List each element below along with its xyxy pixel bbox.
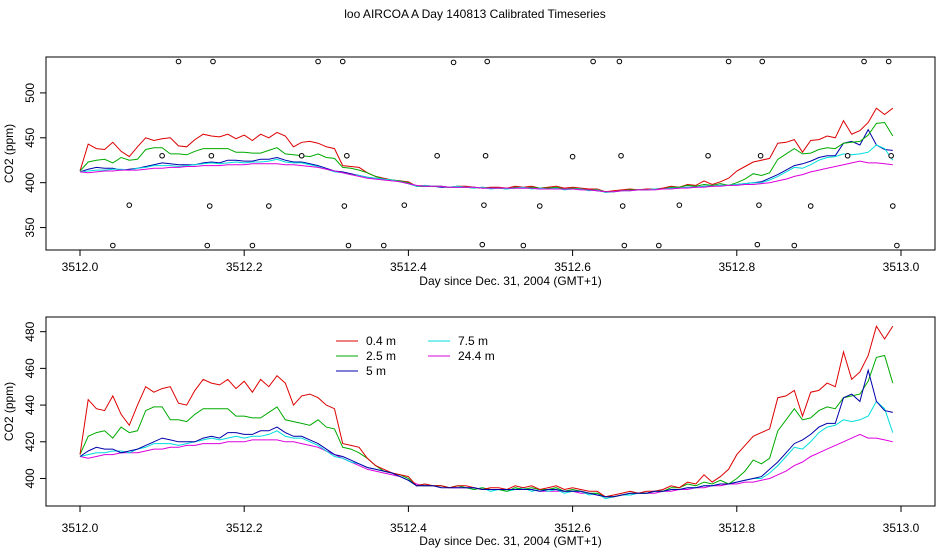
flag-marker [434,152,440,159]
flag-marker [266,203,272,209]
series-line-24-4-m [79,433,893,498]
y-tick-label: 350 [23,217,37,237]
series-line-5-m [79,368,893,498]
legend: 0.4 m2.5 m5 m 7.5 m24.4 m [336,334,495,378]
y-axis-label: CO2 (ppm) [2,124,16,183]
flag-marker [380,242,387,249]
flag-marker [450,59,457,66]
flag-marker [175,58,182,65]
flag-marker [206,203,213,209]
flag-marker [344,152,350,159]
x-tick-label: 3512.6 [554,260,591,274]
y-tick-label: 480 [23,321,37,341]
plot-frame [45,56,936,251]
y-tick-label: 440 [23,395,37,415]
flag-marker [482,152,489,159]
flag-marker [889,203,896,209]
x-tick-label: 3512.0 [62,521,99,535]
page-title: loo AIRCOA A Day 140813 Calibrated Times… [344,7,606,21]
flag-marker [616,58,623,65]
flag-marker [481,202,487,208]
flag-marker [656,242,662,249]
legend-label: 7.5 m [458,334,488,348]
flag-marker [159,152,165,159]
series-line-0-4-m [79,324,894,498]
chart-panel-2: 3512.0 3512.2 3512.4 3512.6 3512.8 3513.0 400 4… [2,316,936,548]
plot-frame [45,316,936,507]
flag-marker [807,203,814,209]
flag-marker [569,153,576,160]
legend-label: 24.4 m [458,349,495,363]
series-line-7-5-m [79,400,894,500]
flag-marker [110,242,116,249]
x-tick-label: 3512.6 [554,521,591,535]
flag-marker [204,242,211,249]
x-tick-label: 3512.4 [390,521,427,535]
flag-marker [126,202,133,208]
x-tick-label: 3513.0 [883,260,920,274]
flag-marker [888,152,894,159]
legend-label: 2.5 m [366,349,396,363]
flag-marker [759,58,766,65]
y-tick-label: 400 [23,172,37,192]
top-series-line-24-4-m [79,160,893,193]
y-axis-label: CO2 (ppm) [2,382,16,441]
y-tick-label: 420 [23,431,37,451]
plot-area [79,324,894,500]
x-tick-label: 3512.4 [390,260,427,274]
flag-marker [676,202,683,208]
x-tick-label: 3512.0 [62,260,99,274]
x-tick-label: 3512.2 [226,260,263,274]
chart-panel-1: 3512.0 3512.2 3512.4 3512.6 3512.8 3513.0 350 4… [2,56,936,288]
flag-marker [479,241,486,248]
flag-marker [315,58,321,65]
flag-marker [345,242,352,249]
x-tick-label: 3513.0 [883,521,920,535]
flag-marker [210,58,216,65]
flag-marker [401,202,408,208]
legend-label: 5 m [366,364,386,378]
flag-marker [754,241,761,248]
x-axis-label: Day since Dec. 31, 2004 (GMT+1) [419,274,601,288]
flag-marker [844,152,851,159]
flag-marker [757,152,764,159]
flag-marker [298,152,305,159]
flag-marker [339,58,346,65]
legend-label: 0.4 m [366,334,396,348]
flag-marker [621,242,628,249]
x-tick-label: 3512.8 [718,260,755,274]
flag-marker [618,152,624,159]
flag-marker [341,203,348,209]
flag-marker [756,202,762,208]
y-tick-label: 400 [23,468,37,488]
y-tick-label: 460 [23,358,37,378]
flag-marker [249,242,256,249]
flag-marker [619,203,626,209]
flag-marker [894,242,900,249]
flag-marker [725,58,732,65]
flag-marker [861,58,867,65]
flag-marker [520,242,527,249]
flag-marker [536,203,543,209]
flag-marker [590,58,596,65]
flag-marker [484,58,491,65]
y-tick-label: 450 [23,127,37,147]
flag-marker [705,152,711,159]
top-series-line-7-5-m [79,144,894,194]
x-tick-label: 3512.8 [718,521,755,535]
flag-marker [208,152,215,159]
series-line-2-5-m [79,354,894,498]
x-tick-label: 3512.2 [226,521,263,535]
x-axis-label: Day since Dec. 31, 2004 (GMT+1) [419,534,601,548]
y-tick-label: 500 [23,83,37,103]
flag-marker [885,58,892,65]
flag-marker [791,242,798,249]
plot-area [79,58,900,249]
